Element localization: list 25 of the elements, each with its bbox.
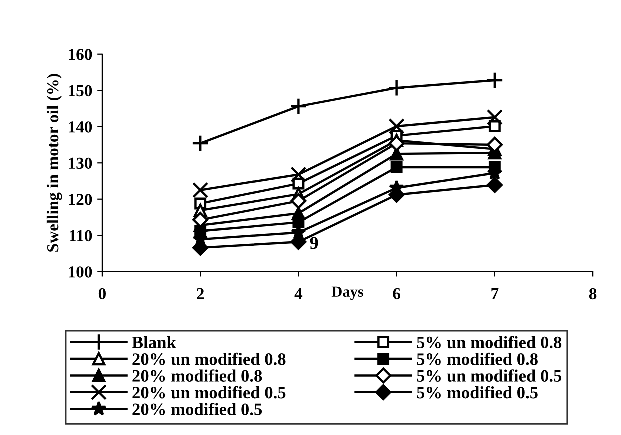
legend-label: 20% modified 0.8 [132, 370, 262, 382]
x-tick-label: 7 [492, 288, 499, 300]
y-tick-label: 130 [69, 158, 92, 170]
y-tick-label: 100 [69, 266, 92, 278]
x-tick-label: 0 [98, 288, 106, 300]
legend-label: Blank [132, 336, 176, 349]
y-tick-label: 160 [69, 49, 92, 60]
legend-label: 20% modified 0.5 [132, 403, 262, 416]
annotation: 9 [310, 237, 318, 250]
legend-label: 5% modified 0.8 [417, 352, 538, 366]
y-tick-label: 110 [70, 230, 92, 242]
x-axis-title: Days [332, 286, 364, 300]
x-tick-label: 8 [589, 288, 597, 300]
x-tick-label: 2 [197, 288, 204, 300]
y-axis-title: Swelling in motor oil (%) [46, 74, 62, 252]
x-tick-label: 6 [393, 288, 400, 300]
y-tick-label: 150 [69, 85, 92, 97]
legend-label: 5% un modified 0.5 [417, 370, 562, 382]
legend-label: 5% modified 0.5 [417, 386, 538, 399]
legend-label: 20% un modified 0.8 [132, 352, 286, 366]
legend-label: 20% un modified 0.5 [132, 386, 286, 399]
y-tick-label: 120 [69, 194, 92, 206]
y-tick-label: 140 [69, 122, 92, 133]
x-tick-label: 4 [294, 288, 303, 300]
legend-label: 5% un modified 0.8 [417, 336, 562, 349]
